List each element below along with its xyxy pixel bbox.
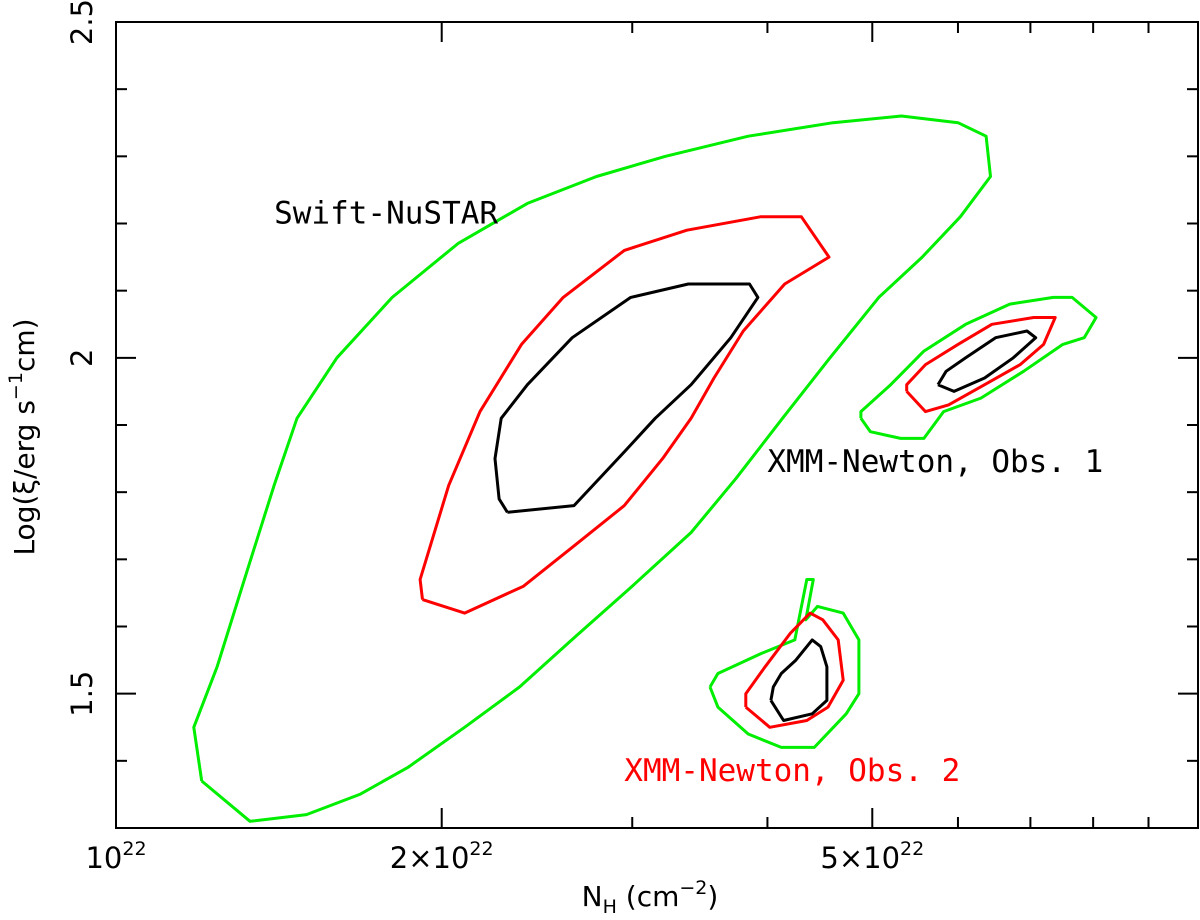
x-tick-label: 2×1022	[390, 838, 494, 875]
x-tick-labels: 1022 2×1022 5×1022	[85, 838, 924, 875]
x-axis-label: NH (cm−2)	[582, 877, 719, 918]
contour-xmm-newton-obs-1-middle	[905, 316, 1057, 414]
contour-swift-nustar-outer	[192, 114, 992, 823]
contour-swift-nustar-middle	[418, 215, 831, 615]
contour-xmm-newton-obs-1-outer	[859, 295, 1098, 440]
plot-frame	[115, 21, 1199, 829]
contour-swift-nustar-inner	[493, 282, 760, 514]
y-tick-label: 1.5	[65, 671, 99, 717]
annotation-xmm-obs1: XMM-Newton, Obs. 1	[767, 444, 1103, 480]
x-tick-label: 1022	[85, 838, 146, 875]
y-tick-label: 2.5	[65, 0, 99, 45]
contour-xmm-newton-obs-2-inner	[769, 638, 829, 722]
contour-layer	[192, 114, 1098, 823]
y-axis-label: Log(ξ/erg s−1cm)	[5, 318, 41, 555]
contour-xmm-newton-obs-2-middle	[744, 611, 845, 729]
x-tick-label: 5×1022	[820, 838, 924, 875]
annotation-xmm-obs2: XMM-Newton, Obs. 2	[624, 753, 960, 789]
contour-xmm-newton-obs-1-inner	[936, 329, 1038, 393]
y-tick-labels: 1.5 2 2.5	[65, 0, 99, 717]
y-tick-label: 2	[65, 349, 99, 367]
annotation-swift-nustar: Swift-NuSTAR	[274, 196, 498, 232]
